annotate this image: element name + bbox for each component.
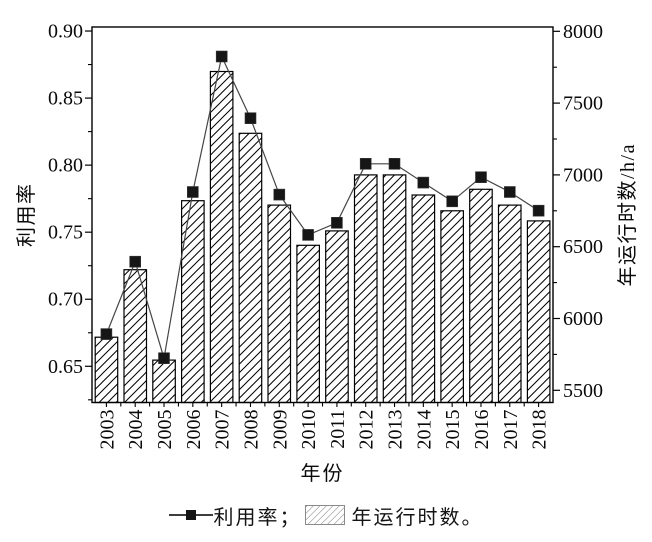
- legend-item-rate: 利用率；: [168, 501, 302, 530]
- left-axis-tick-label: 0.85: [48, 88, 83, 110]
- x-axis-tick-label-2007: 2007: [212, 410, 234, 450]
- x-axis-tick-label-2008: 2008: [240, 410, 262, 450]
- x-axis-tick-label-2010: 2010: [298, 410, 320, 450]
- right-axis-tick-label: 7500: [563, 93, 603, 115]
- bar-2006: [181, 200, 205, 404]
- x-axis-title: 年份: [301, 462, 345, 485]
- x-axis-tick-label-2006: 2006: [183, 410, 205, 450]
- bar-2009: [267, 204, 292, 404]
- rate-marker-2013: [388, 158, 401, 170]
- rate-marker-2015: [446, 195, 459, 208]
- bar-2008: [238, 132, 263, 404]
- left-axis-tick-label: 0.65: [48, 356, 83, 378]
- rate-marker-2012: [359, 158, 372, 170]
- rate-marker-2008: [244, 112, 257, 124]
- rate-marker-2003: [100, 328, 113, 340]
- right-axis-tick-label: 6500: [563, 236, 603, 258]
- bar-2016: [469, 188, 493, 404]
- square-marker-icon: [185, 510, 196, 520]
- line-dash-icon: [168, 514, 186, 516]
- right-axis-tick-label: 8000: [563, 21, 603, 43]
- rate-marker-2006: [187, 186, 199, 198]
- rate-marker-2014: [417, 176, 430, 189]
- x-axis-tick-label-2012: 2012: [356, 410, 378, 450]
- combo-chart: 0.65 0.70 0.75 0.80 0.85 0.90 5500 6000 6500 7000…: [15, 21, 639, 485]
- bar-2005: [152, 359, 176, 404]
- x-axis-tick-label-2015: 2015: [442, 410, 464, 450]
- right-axis-tick-label: 6000: [563, 308, 603, 330]
- rate-marker-2011: [331, 217, 343, 229]
- rate-marker-2017: [503, 186, 516, 198]
- x-axis-tick-label-2018: 2018: [529, 410, 551, 450]
- bar-2013: [382, 174, 407, 404]
- left-axis-tick-label: 0.90: [48, 21, 83, 43]
- bar-2012: [353, 174, 378, 404]
- bar-2015: [440, 210, 464, 404]
- x-axis-tick-label-2013: 2013: [385, 410, 407, 450]
- legend-rate-label: 利用率；: [213, 506, 302, 529]
- bar-2010: [296, 244, 320, 404]
- left-axis-tick-label: 0.80: [48, 155, 83, 177]
- line-dash-icon: [195, 514, 213, 516]
- rate-marker-2007: [215, 50, 228, 63]
- chart-legend: 利用率； 年运行时数。: [0, 492, 652, 538]
- rate-marker-2005: [158, 352, 170, 365]
- x-axis-tick-label-2004: 2004: [125, 410, 147, 450]
- x-axis-tick-label-2009: 2009: [269, 410, 291, 450]
- legend-hours-label: 年运行时数。: [351, 506, 484, 529]
- left-axis-title: 利用率: [15, 183, 38, 248]
- bar-2007: [209, 70, 234, 404]
- right-axis-title: 年运行时数/h/a: [616, 143, 639, 287]
- x-axis-tick-label-2017: 2017: [500, 410, 522, 450]
- bar-2011: [325, 230, 349, 404]
- legend-item-hours: 年运行时数。: [302, 501, 484, 530]
- rate-marker-2009: [273, 188, 286, 201]
- rate-line: [105, 54, 539, 359]
- x-axis-tick-label-2014: 2014: [413, 410, 435, 450]
- bar-2003: [94, 336, 119, 404]
- left-axis-tick-label: 0.75: [48, 222, 83, 244]
- x-axis-tick-label-2005: 2005: [154, 410, 176, 450]
- left-axis-tick-label: 0.70: [48, 289, 83, 311]
- rate-marker-2018: [532, 204, 545, 217]
- x-axis-tick-label-2011: 2011: [327, 410, 349, 449]
- right-axis-tick-label: 5500: [563, 380, 603, 402]
- bar-2018: [526, 220, 551, 404]
- bar-2017: [497, 204, 522, 404]
- right-axis-tick-label: 7000: [563, 164, 603, 186]
- x-axis-tick-label-2003: 2003: [96, 410, 118, 450]
- x-axis-tick-label-2016: 2016: [471, 410, 493, 450]
- bar-2014: [411, 194, 436, 404]
- rate-marker-2010: [302, 229, 314, 241]
- rate-marker-2016: [475, 171, 487, 183]
- legend-line-marker-glyph: [168, 510, 213, 520]
- rate-marker-2004: [129, 255, 141, 268]
- hatch-swatch-icon: [304, 505, 345, 525]
